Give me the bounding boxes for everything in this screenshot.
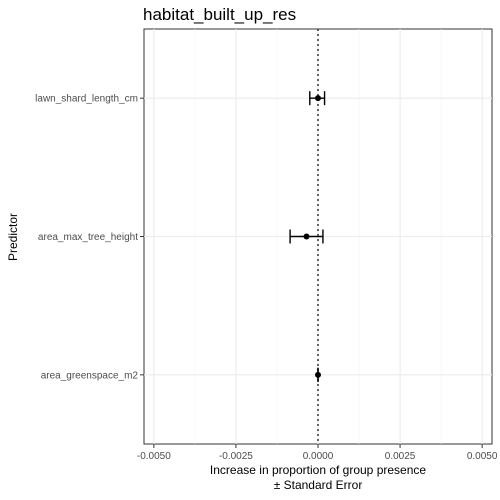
y-axis-label: Predictor: [6, 213, 20, 261]
estimate-point: [315, 95, 321, 102]
estimate-point: [303, 233, 310, 240]
chart-title: habitat_built_up_res: [143, 5, 296, 24]
x-tick-label: 0.0000: [303, 451, 334, 462]
x-tick-label: -0.0025: [219, 451, 253, 462]
x-axis-label-line2: ± Standard Error: [274, 478, 363, 492]
estimate-point: [315, 371, 321, 378]
x-tick-label: 0.0050: [467, 451, 498, 462]
x-axis-label: Increase in proportion of group presence: [210, 463, 426, 477]
y-tick-label: area_greenspace_m2: [41, 370, 139, 381]
y-tick-label: lawn_shard_length_cm: [35, 94, 138, 105]
y-tick-label: area_max_tree_height: [38, 232, 138, 243]
y-axis-ticks: lawn_shard_length_cm area_max_tree_height…: [35, 94, 144, 381]
x-tick-label: -0.0050: [137, 451, 171, 462]
x-axis-ticks: -0.0050 -0.0025 0.0000 0.0025 0.0050: [137, 444, 498, 462]
data-layer: [289, 91, 326, 382]
x-tick-label: 0.0025: [385, 451, 416, 462]
